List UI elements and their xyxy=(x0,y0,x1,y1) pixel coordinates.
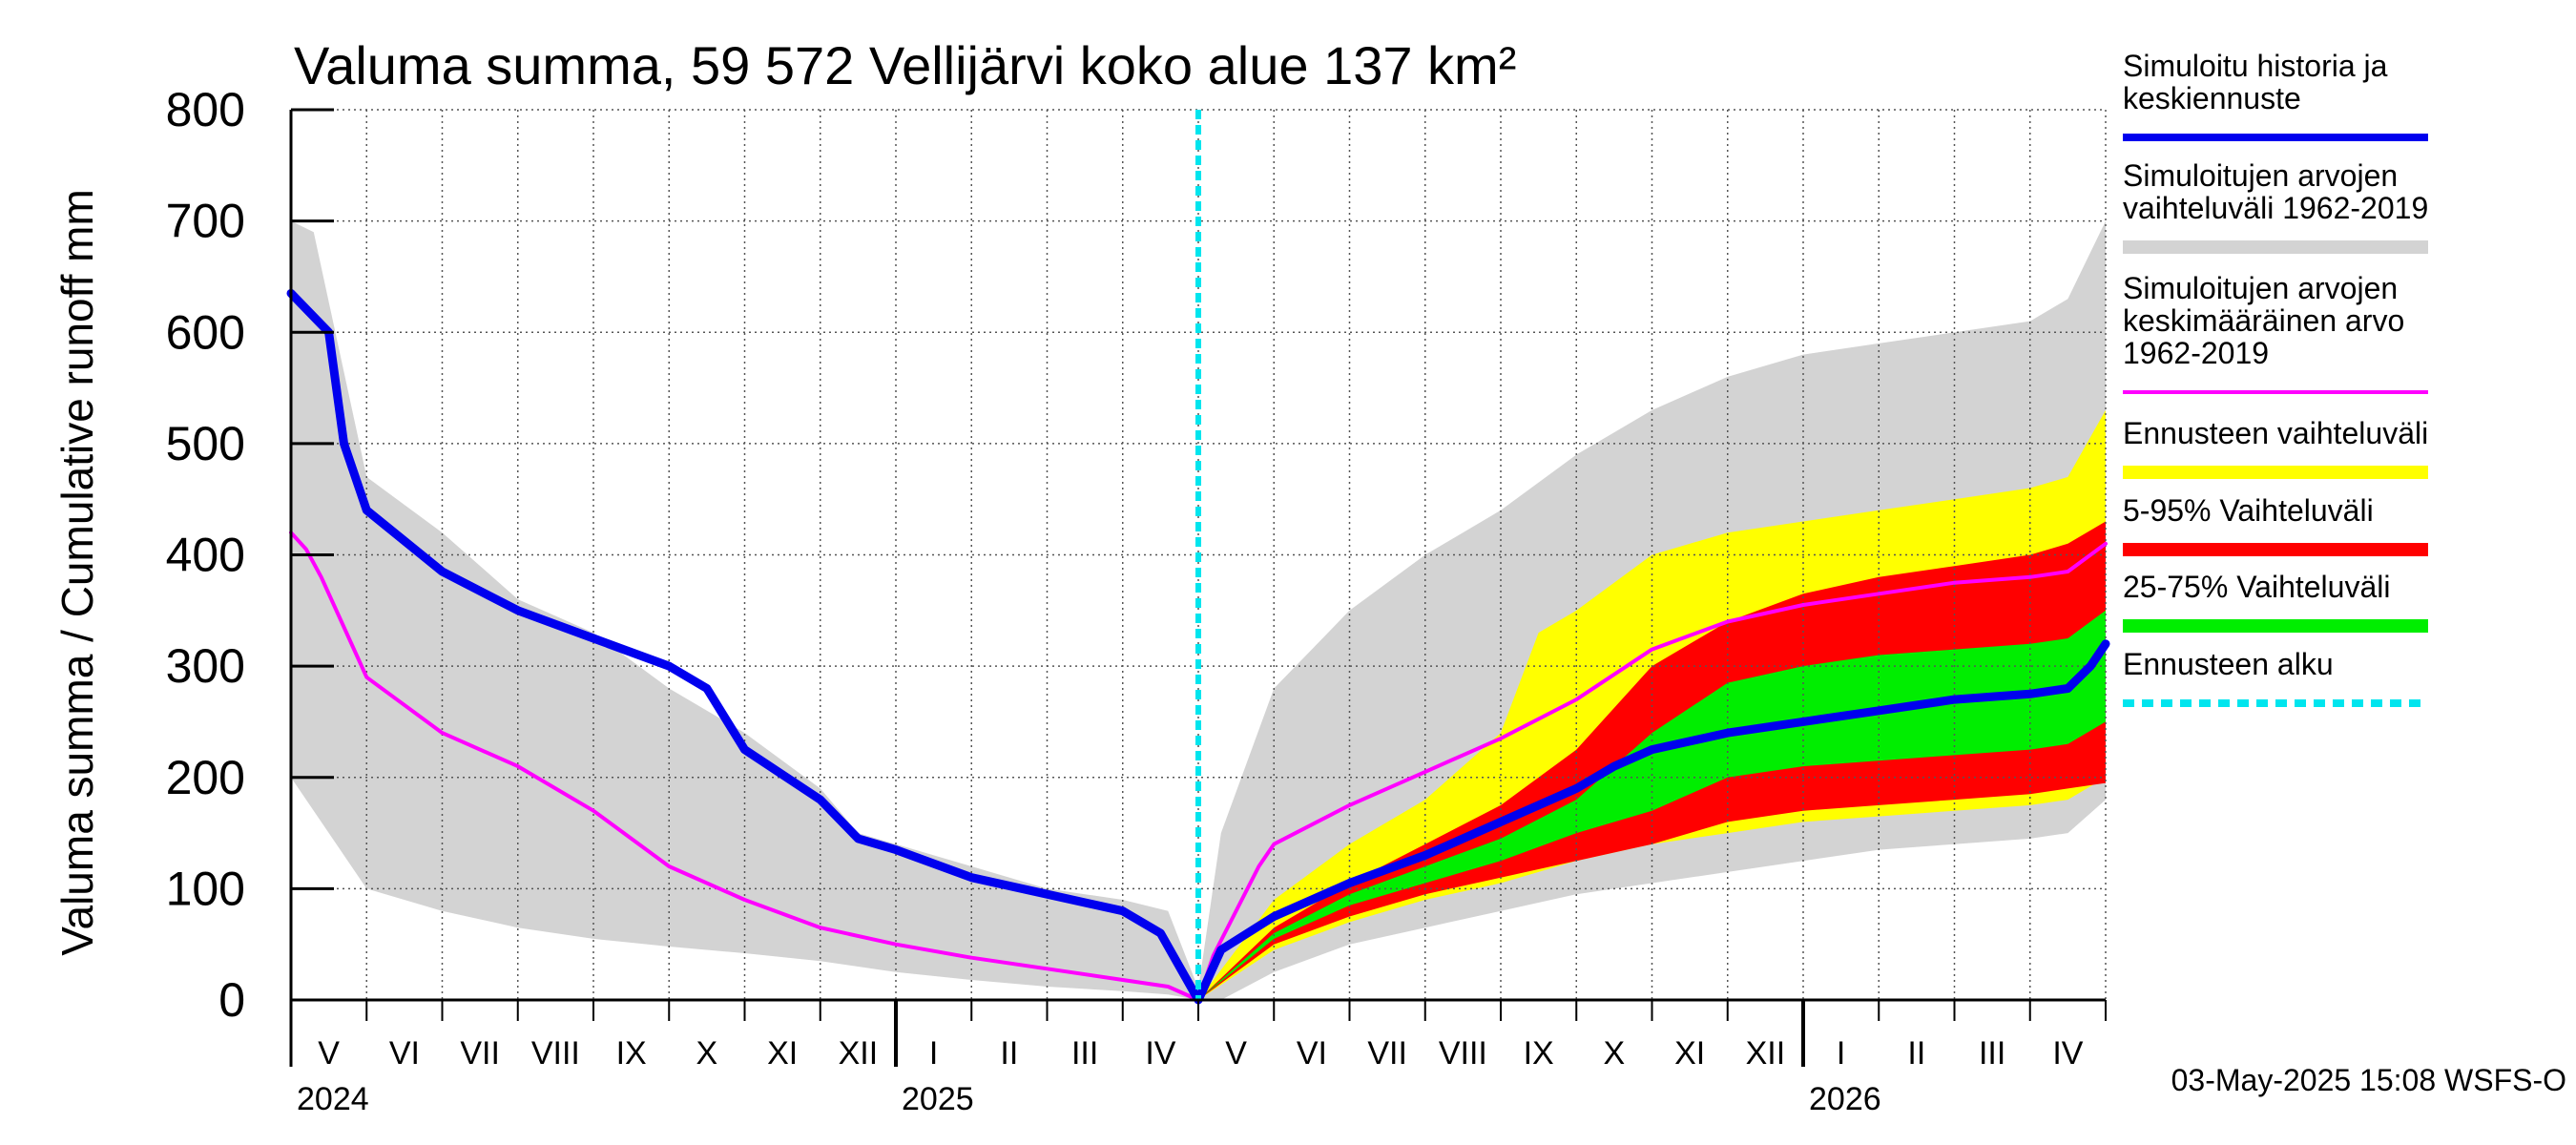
timestamp: 03-May-2025 15:08 WSFS-O xyxy=(2171,1063,2566,1097)
month-label: VI xyxy=(1297,1035,1327,1072)
legend-label: Ennusteen alku xyxy=(2123,647,2334,681)
legend-label: vaihteluväli 1962-2019 xyxy=(2123,191,2428,225)
month-label: IV xyxy=(2052,1035,2083,1072)
month-label: I xyxy=(1837,1035,1845,1072)
year-label: 2025 xyxy=(902,1081,974,1117)
month-label: II xyxy=(1907,1035,1925,1072)
month-label: VII xyxy=(1367,1035,1407,1072)
month-label: XI xyxy=(767,1035,798,1072)
month-label: IV xyxy=(1145,1035,1175,1072)
y-tick-label: 700 xyxy=(166,195,245,248)
month-label: VI xyxy=(389,1035,420,1072)
y-tick-label: 600 xyxy=(166,305,245,359)
month-label: VIII xyxy=(1439,1035,1487,1072)
month-label: X xyxy=(1604,1035,1626,1072)
month-label: V xyxy=(318,1035,340,1072)
y-tick-label: 400 xyxy=(166,529,245,582)
chart-title: Valuma summa, 59 572 Vellijärvi koko alu… xyxy=(294,35,1516,95)
month-label: III xyxy=(1979,1035,2005,1072)
y-tick-label: 200 xyxy=(166,751,245,804)
legend-label: 5-95% Vaihteluväli xyxy=(2123,493,2374,528)
month-label: VII xyxy=(460,1035,500,1072)
y-tick-label: 800 xyxy=(166,83,245,136)
month-label: IX xyxy=(1524,1035,1554,1072)
legend-label: keskiennuste xyxy=(2123,81,2301,115)
legend-label: keskimääräinen arvo xyxy=(2123,303,2404,338)
month-label: XI xyxy=(1674,1035,1705,1072)
y-tick-label: 300 xyxy=(166,639,245,693)
legend-label: Simuloitu historia ja xyxy=(2123,49,2388,83)
y-tick-label: 500 xyxy=(166,417,245,470)
legend-label: Simuloitujen arvojen xyxy=(2123,271,2398,305)
month-label: X xyxy=(696,1035,718,1072)
month-label: V xyxy=(1225,1035,1247,1072)
month-label: III xyxy=(1071,1035,1098,1072)
legend-label: Ennusteen vaihteluväli xyxy=(2123,416,2428,450)
year-label: 2026 xyxy=(1809,1081,1881,1117)
y-axis-label: Valuma summa / Cumulative runoff mm xyxy=(52,189,102,956)
legend-label: 25-75% Vaihteluväli xyxy=(2123,570,2390,604)
month-label: XII xyxy=(1746,1035,1786,1072)
y-tick-label: 100 xyxy=(166,862,245,915)
legend-label: 1962-2019 xyxy=(2123,336,2269,370)
month-label: IX xyxy=(616,1035,647,1072)
line-series-5 xyxy=(286,288,2110,1005)
year-label: 2024 xyxy=(297,1081,369,1117)
month-label: VIII xyxy=(531,1035,580,1072)
legend-label: Simuloitujen arvojen xyxy=(2123,158,2398,193)
month-label: I xyxy=(929,1035,938,1072)
month-label: II xyxy=(1000,1035,1018,1072)
grid-layer xyxy=(291,109,2107,1000)
month-label: XII xyxy=(839,1035,879,1072)
y-tick-label: 0 xyxy=(218,973,245,1027)
